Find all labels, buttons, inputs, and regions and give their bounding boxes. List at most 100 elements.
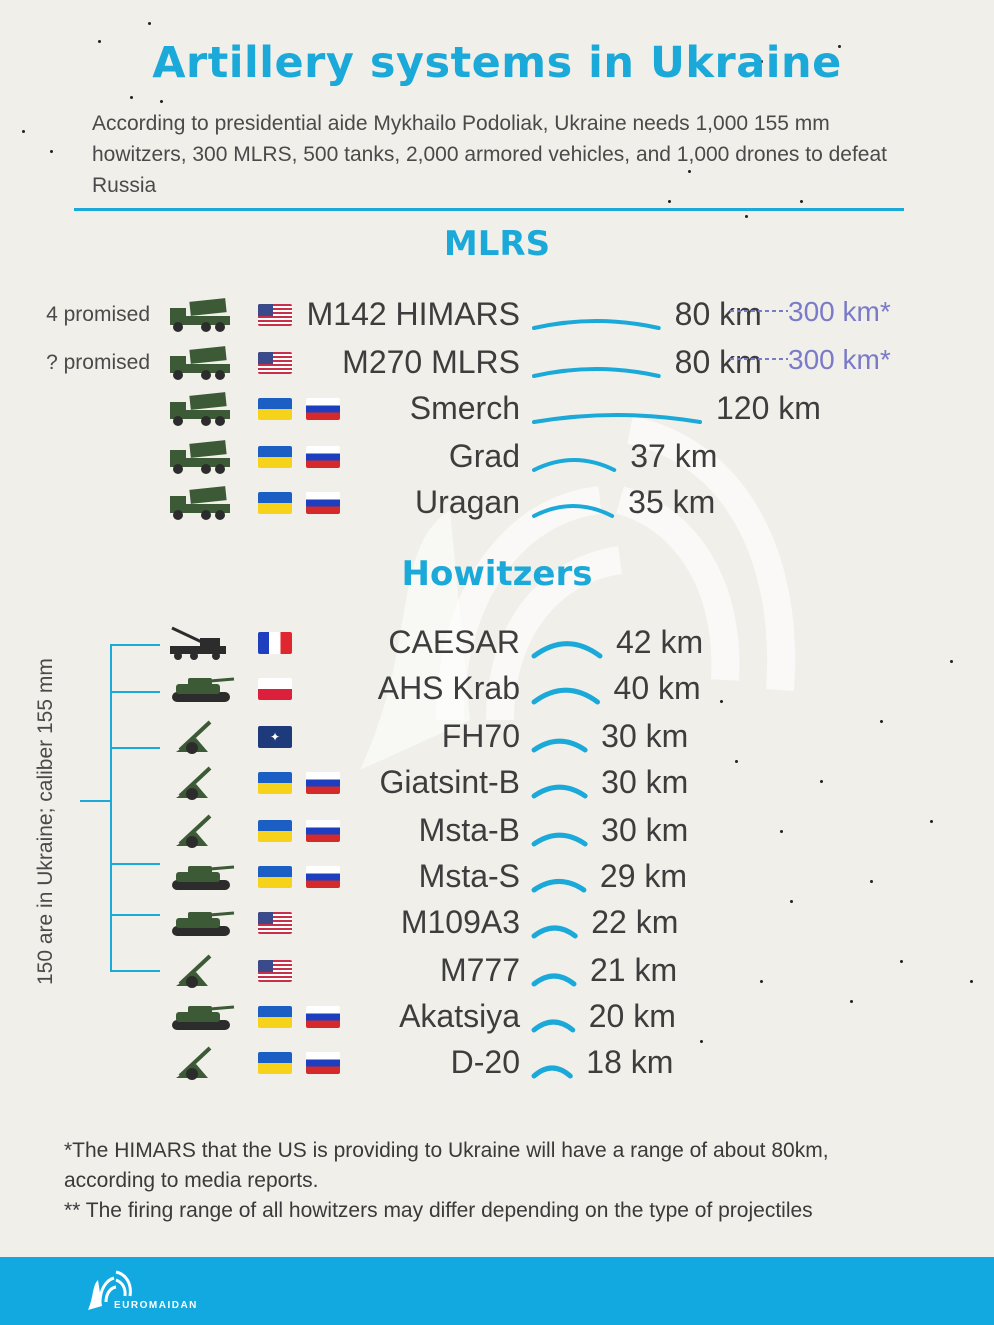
flag-ua-icon [258,492,292,514]
rocket-launcher-truck-icon [170,346,230,380]
flag-nato-icon: ✦ [258,726,292,748]
flag-pl-icon [258,678,292,700]
weapon-name: M142 HIMARS [306,296,520,332]
flag-fr-icon [258,632,292,654]
bracket-tick [110,970,160,972]
speck [700,1040,703,1043]
rocket-launcher-truck-icon [170,392,230,426]
self-propelled-howitzer-icon [172,677,235,702]
flag-us-icon [258,960,292,982]
weapon-name: M270 MLRS [342,344,520,380]
weapon-name: Uragan [415,484,520,520]
truck-howitzer-icon [170,626,226,660]
flag-ua-icon [258,866,292,888]
weapon-name: AHS Krab [377,670,520,706]
speck [760,980,763,983]
howitzers-section-title: Howitzers [401,554,593,594]
range-value: 22 km [591,904,679,940]
range-arc [531,1065,573,1079]
rocket-launcher-truck-icon [170,440,230,474]
promised-label: 4 promised [46,303,150,326]
bracket-label: 150 are in Ukraine; caliber 155 mm [34,658,57,985]
range-value: 120 km [716,390,821,426]
extended-range-line [730,358,788,360]
range-arc [531,784,588,799]
weapon-name: Msta-S [418,858,520,894]
range-arc [532,458,617,472]
bracket-line [110,644,112,970]
flag-ua-icon [258,398,292,420]
range-value: 18 km [586,1044,674,1080]
self-propelled-howitzer-icon [172,911,235,936]
flag-ru-icon [306,772,340,794]
background-logo-icon [360,416,796,770]
mlrs-row: 4 promised M142 HIMARS 80 km 300 km* [0,292,994,338]
bracket-tick [110,644,160,646]
howitzer-row: AHS Krab 40 km [0,666,994,712]
weapon-name: M109A3 [400,904,520,940]
mlrs-row: Uragan 35 km [0,480,994,526]
speck [745,215,748,218]
flag-ru-icon [306,866,340,888]
howitzer-row: Msta-S 29 km [0,854,994,900]
mlrs-row: ? promised M270 MLRS 80 km 300 km* [0,340,994,386]
range-arc [532,367,661,378]
extended-range-line [730,310,788,312]
flag-ua-icon [258,772,292,794]
speck [130,96,133,99]
flag-ua-icon [258,1006,292,1028]
bracket-stub [80,800,110,802]
range-arc [531,687,601,705]
footnotes: *The HIMARS that the US is providing to … [64,1136,924,1226]
weapon-name: Giatsint-B [379,764,520,800]
weapon-name: D-20 [450,1044,520,1080]
self-propelled-howitzer-icon [172,1005,235,1030]
towed-howitzer-icon [176,1046,212,1080]
speck [800,200,803,203]
range-arc [531,641,603,659]
range-value: 42 km [616,624,704,660]
speck [160,100,163,103]
speck [950,660,953,663]
flag-us-icon [258,304,292,326]
range-value: 37 km [630,438,718,474]
footer-logo-text: EUROMAIDAN [114,1300,198,1311]
flag-ru-icon [306,1052,340,1074]
howitzer-row: D-20 18 km [0,1040,994,1086]
speck [98,40,101,43]
towed-howitzer-icon [176,954,212,988]
towed-howitzer-icon [176,766,212,800]
weapon-name: M777 [439,952,520,988]
speck [668,200,671,203]
range-arc [532,504,615,518]
speck [760,60,763,63]
flag-us-icon [258,912,292,934]
mlrs-row: Smerch 120 km [0,386,994,432]
speck [720,700,723,703]
weapon-name: Msta-B [418,812,520,848]
range-value: 30 km [601,764,689,800]
speck [790,900,793,903]
range-value: 30 km [601,812,689,848]
speck [900,960,903,963]
mlrs-row: Grad 37 km [0,434,994,480]
flag-ua-icon [258,446,292,468]
intro-text: According to presidential aide Mykhailo … [92,112,887,197]
euromaidan-logo-icon [88,1270,132,1310]
range-arc [531,738,588,753]
howitzer-row: CAESAR 42 km [0,620,994,666]
extended-range-value: 300 km* [788,296,891,327]
range-value: 20 km [588,998,676,1034]
speck [735,760,738,763]
speck [838,45,841,48]
speck [930,820,933,823]
weapon-name: Smerch [409,390,520,426]
bracket-tick [110,914,160,916]
flag-ru-icon [306,446,340,468]
weapon-name: Grad [448,438,520,474]
bracket-tick [110,747,160,749]
flag-us-icon [258,352,292,374]
self-propelled-howitzer-icon [172,865,235,890]
speck [50,150,53,153]
